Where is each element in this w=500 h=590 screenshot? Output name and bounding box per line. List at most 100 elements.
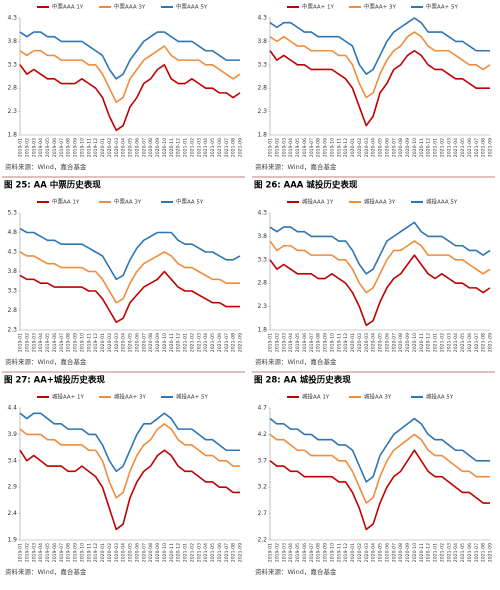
legend-label: 中票AA 3Y — [114, 198, 142, 206]
x-tick-label: 2020-09 — [155, 543, 161, 562]
y-tick-label: 3.3 — [257, 256, 267, 263]
x-tick-label: 2021-08 — [481, 543, 487, 562]
x-tick-label: 2021-08 — [231, 333, 237, 352]
x-tick-label: 2019-12 — [93, 333, 99, 352]
x-tick-label: 2021-04 — [453, 543, 459, 562]
y-tick-label: 2.8 — [7, 85, 17, 92]
x-tick-label: 2019-11 — [86, 543, 92, 562]
x-tick-label: 2021-02 — [439, 543, 445, 562]
x-tick-label: 2021-08 — [481, 333, 487, 352]
x-tick-label: 2019-10 — [329, 333, 335, 352]
x-tick-label: 2020-03 — [114, 543, 120, 562]
series-line — [269, 254, 491, 327]
x-tick-label: 2019-08 — [66, 138, 72, 157]
x-tick-label: 2021-07 — [224, 543, 230, 562]
source-note: 资料来源：Wind，嘉合基金 — [255, 567, 337, 576]
x-tick-label: 2020-10 — [162, 138, 168, 157]
x-tick-label: 2020-03 — [364, 138, 370, 157]
x-tick-label: 2019-07 — [309, 333, 315, 352]
x-tick-label: 2019-02 — [24, 333, 30, 352]
x-tick-label: 2020-04 — [371, 138, 377, 157]
x-tick-label: 2019-10 — [329, 138, 335, 157]
x-tick-label: 2021-05 — [460, 543, 466, 562]
y-tick-label: 4.8 — [7, 229, 17, 236]
caption: 图 28: AA 城投历史表现 — [254, 375, 351, 386]
x-tick-label: 2019-06 — [302, 138, 308, 157]
legend-label: 中票AAA 1Y — [52, 3, 84, 11]
y-tick-label: 4.3 — [257, 15, 267, 22]
x-tick-label: 2020-04 — [371, 333, 377, 352]
x-tick-label: 2020-12 — [426, 333, 432, 352]
x-tick-label: 2020-12 — [176, 333, 182, 352]
x-tick-label: 2020-08 — [398, 138, 404, 157]
legend-label: 城投AA+ 1Y — [52, 393, 85, 401]
x-tick-label: 2021-05 — [210, 543, 216, 562]
x-tick-label: 2019-12 — [93, 138, 99, 157]
x-tick-label: 2021-07 — [474, 138, 480, 157]
x-tick-label: 2020-04 — [121, 138, 127, 157]
x-tick-label: 2021-04 — [203, 138, 209, 157]
source-note: 资料来源：Wind，嘉合基金 — [5, 567, 87, 576]
y-tick-label: 3.7 — [257, 457, 267, 464]
x-tick-label: 2020-05 — [378, 333, 384, 352]
x-tick-label: 2021-05 — [460, 138, 466, 157]
legend-label: 中票AA+ 5Y — [426, 3, 459, 11]
x-tick-label: 2019-12 — [93, 543, 99, 562]
x-tick-label: 2019-05 — [45, 138, 51, 157]
x-tick-label: 2019-11 — [336, 333, 342, 352]
x-tick-label: 2021-07 — [224, 138, 230, 157]
x-tick-label: 2020-09 — [405, 138, 411, 157]
y-tick-label: 4.3 — [257, 210, 267, 217]
y-tick-label: 1.8 — [257, 132, 267, 139]
x-tick-label: 2019-02 — [24, 543, 30, 562]
x-tick-label: 2019-12 — [343, 138, 349, 157]
x-tick-label: 2021-05 — [210, 138, 216, 157]
x-tick-label: 2021-01 — [183, 138, 189, 157]
x-tick-label: 2019-02 — [274, 543, 280, 562]
series-line — [269, 240, 491, 294]
x-tick-label: 2020-02 — [107, 138, 113, 157]
y-tick-label: 3.8 — [7, 38, 17, 45]
x-tick-label: 2020-11 — [169, 543, 175, 562]
x-tick-label: 2020-07 — [391, 333, 397, 352]
series-line — [19, 45, 241, 104]
x-tick-label: 2020-08 — [148, 138, 154, 157]
x-tick-label: 2019-12 — [343, 543, 349, 562]
legend-label: 中票AA+ 3Y — [364, 3, 397, 11]
x-tick-label: 2020-06 — [384, 333, 390, 352]
x-tick-label: 2020-07 — [391, 138, 397, 157]
x-tick-label: 2019-09 — [323, 138, 329, 157]
x-tick-label: 2021-04 — [453, 138, 459, 157]
x-tick-label: 2021-03 — [446, 543, 452, 562]
x-tick-label: 2021-09 — [488, 333, 494, 352]
x-tick-label: 2020-05 — [128, 138, 134, 157]
x-tick-label: 2021-06 — [217, 543, 223, 562]
x-tick-label: 2020-01 — [350, 333, 356, 352]
legend-label: 城投AA+ 5Y — [176, 393, 209, 401]
x-tick-label: 2019-08 — [316, 138, 322, 157]
x-tick-label: 2019-10 — [79, 543, 85, 562]
x-tick-label: 2019-07 — [59, 543, 65, 562]
x-tick-label: 2019-10 — [329, 543, 335, 562]
x-tick-label: 2019-11 — [86, 138, 92, 157]
y-tick-label: 2.3 — [7, 327, 17, 334]
x-tick-label: 2019-10 — [79, 138, 85, 157]
series-line — [19, 412, 240, 473]
x-tick-label: 2020-02 — [357, 333, 363, 352]
x-tick-label: 2019-11 — [336, 543, 342, 562]
x-tick-label: 2021-03 — [196, 543, 202, 562]
x-tick-label: 2020-03 — [364, 543, 370, 562]
source-note: 资料来源：Wind，嘉合基金 — [5, 162, 87, 171]
x-tick-label: 2019-09 — [73, 138, 79, 157]
x-tick-label: 2020-09 — [405, 333, 411, 352]
x-tick-label: 2019-01 — [268, 138, 274, 157]
x-tick-label: 2020-09 — [155, 138, 161, 157]
x-tick-label: 2019-05 — [295, 543, 301, 562]
x-tick-label: 2019-04 — [288, 543, 294, 562]
x-tick-label: 2020-10 — [412, 333, 418, 352]
x-tick-label: 2019-04 — [288, 333, 294, 352]
x-tick-label: 2020-05 — [378, 543, 384, 562]
x-tick-label: 2020-04 — [121, 543, 127, 562]
series-line — [19, 227, 241, 281]
y-tick-label: 3.3 — [257, 61, 267, 68]
